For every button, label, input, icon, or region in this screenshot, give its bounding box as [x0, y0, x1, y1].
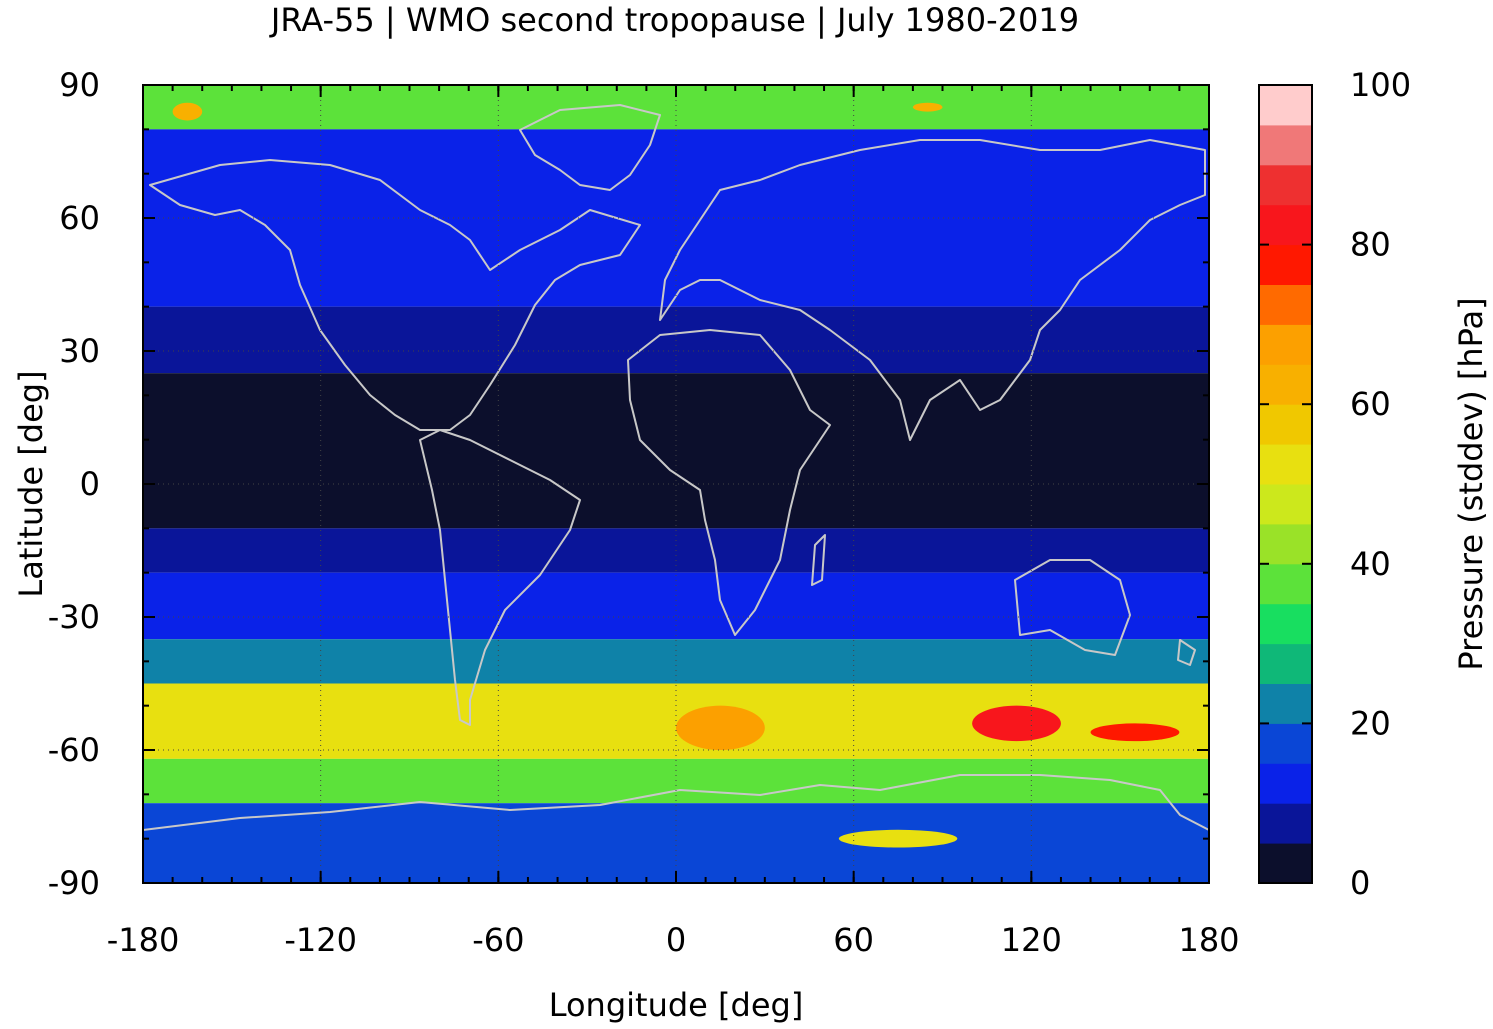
colorbar-segment — [1259, 444, 1312, 485]
y-tick-label: -90 — [48, 864, 100, 902]
y-tick-label: -60 — [48, 731, 100, 769]
colorbar-segment — [1259, 364, 1312, 405]
colorbar-segment — [1259, 603, 1312, 645]
y-tick-label: 60 — [59, 199, 100, 237]
colorbar-tick-label: 80 — [1350, 226, 1391, 264]
axis-ticks — [142, 84, 1210, 884]
colorbar — [1258, 84, 1313, 884]
coastline-madagascar — [811, 534, 826, 586]
colorbar-segment — [1259, 484, 1312, 525]
colorbar-segment — [1259, 563, 1312, 605]
heatmap-bands — [143, 85, 1209, 883]
colorbar-segment — [1259, 404, 1312, 445]
y-tick-label: 30 — [59, 332, 100, 370]
coastline-antarctica — [143, 774, 1209, 831]
grid-lines — [143, 85, 1209, 883]
colorbar-label: Pressure (stddev) [hPa] — [1452, 297, 1490, 670]
colorbar-tick-label: 60 — [1350, 385, 1391, 423]
colorbar-segment — [1259, 204, 1312, 246]
x-tick-label: -180 — [107, 921, 180, 959]
coastlines — [143, 104, 1209, 831]
colorbar-segment — [1259, 244, 1312, 285]
heatmap-feature — [1090, 723, 1180, 742]
coastline-north-america — [149, 159, 641, 431]
colorbar-tick-label: 100 — [1350, 66, 1411, 104]
x-tick-label: 60 — [833, 921, 874, 959]
colorbar-segment — [1259, 85, 1312, 126]
coastline-greenland — [519, 104, 661, 191]
y-tick-label: 0 — [80, 465, 100, 503]
colorbar-segment — [1259, 843, 1312, 884]
colorbar-segment — [1259, 683, 1312, 724]
heatmap-band — [143, 129, 1209, 218]
colorbar-segment — [1259, 803, 1312, 844]
coastline-eurasia — [659, 139, 1206, 441]
y-tick-labels: 90 60 30 0 -30 -60 -90 — [48, 66, 100, 902]
colorbar-frame — [1258, 84, 1313, 884]
heatmap-feature — [838, 829, 958, 848]
x-tick-label: 0 — [666, 921, 686, 959]
x-axis-label: Longitude [deg] — [549, 986, 804, 1024]
heatmap-band — [143, 306, 1209, 374]
colorbar-segment — [1259, 284, 1312, 325]
x-tick-label: 180 — [1178, 921, 1239, 959]
coastline-australia — [1014, 559, 1131, 656]
plot-area — [143, 85, 1209, 883]
colorbar-tick-label: 40 — [1350, 545, 1391, 583]
colorbar-segment — [1259, 124, 1312, 166]
colorbar-segment — [1259, 723, 1312, 764]
colorbar-segment — [1259, 324, 1312, 365]
colorbar-tick-labels: 0 20 40 60 80 100 — [1350, 66, 1411, 902]
colorbar-tick-label: 20 — [1350, 704, 1391, 742]
y-axis-label: Latitude [deg] — [12, 370, 50, 597]
x-tick-labels: -180 -120 -60 0 60 120 180 — [107, 921, 1240, 959]
colorbar-segment — [1259, 643, 1312, 684]
coastline-south-america — [419, 429, 581, 726]
coastline-new-zealand — [1177, 639, 1196, 666]
y-tick-label: -30 — [48, 598, 100, 636]
colorbar-segment — [1259, 523, 1312, 565]
heatmap-feature — [972, 705, 1061, 742]
heatmap-feature — [676, 705, 765, 750]
colorbar-segment — [1259, 164, 1312, 206]
heatmap-band — [143, 218, 1209, 307]
x-tick-label: 120 — [1001, 921, 1062, 959]
y-tick-label: 90 — [59, 66, 100, 104]
coastline-africa — [627, 329, 831, 636]
x-tick-label: -120 — [284, 921, 357, 959]
colorbar-tick-label: 0 — [1350, 864, 1370, 902]
heatmap-feature — [172, 102, 203, 121]
colorbar-segment — [1259, 763, 1312, 804]
heatmap-band — [143, 639, 1209, 684]
heatmap-band — [143, 803, 1209, 883]
heatmap-feature — [912, 102, 943, 112]
x-tick-label: -60 — [472, 921, 524, 959]
chart-title: JRA-55 | WMO second tropopause | July 19… — [269, 1, 1079, 39]
heatmap-features — [172, 102, 1180, 848]
